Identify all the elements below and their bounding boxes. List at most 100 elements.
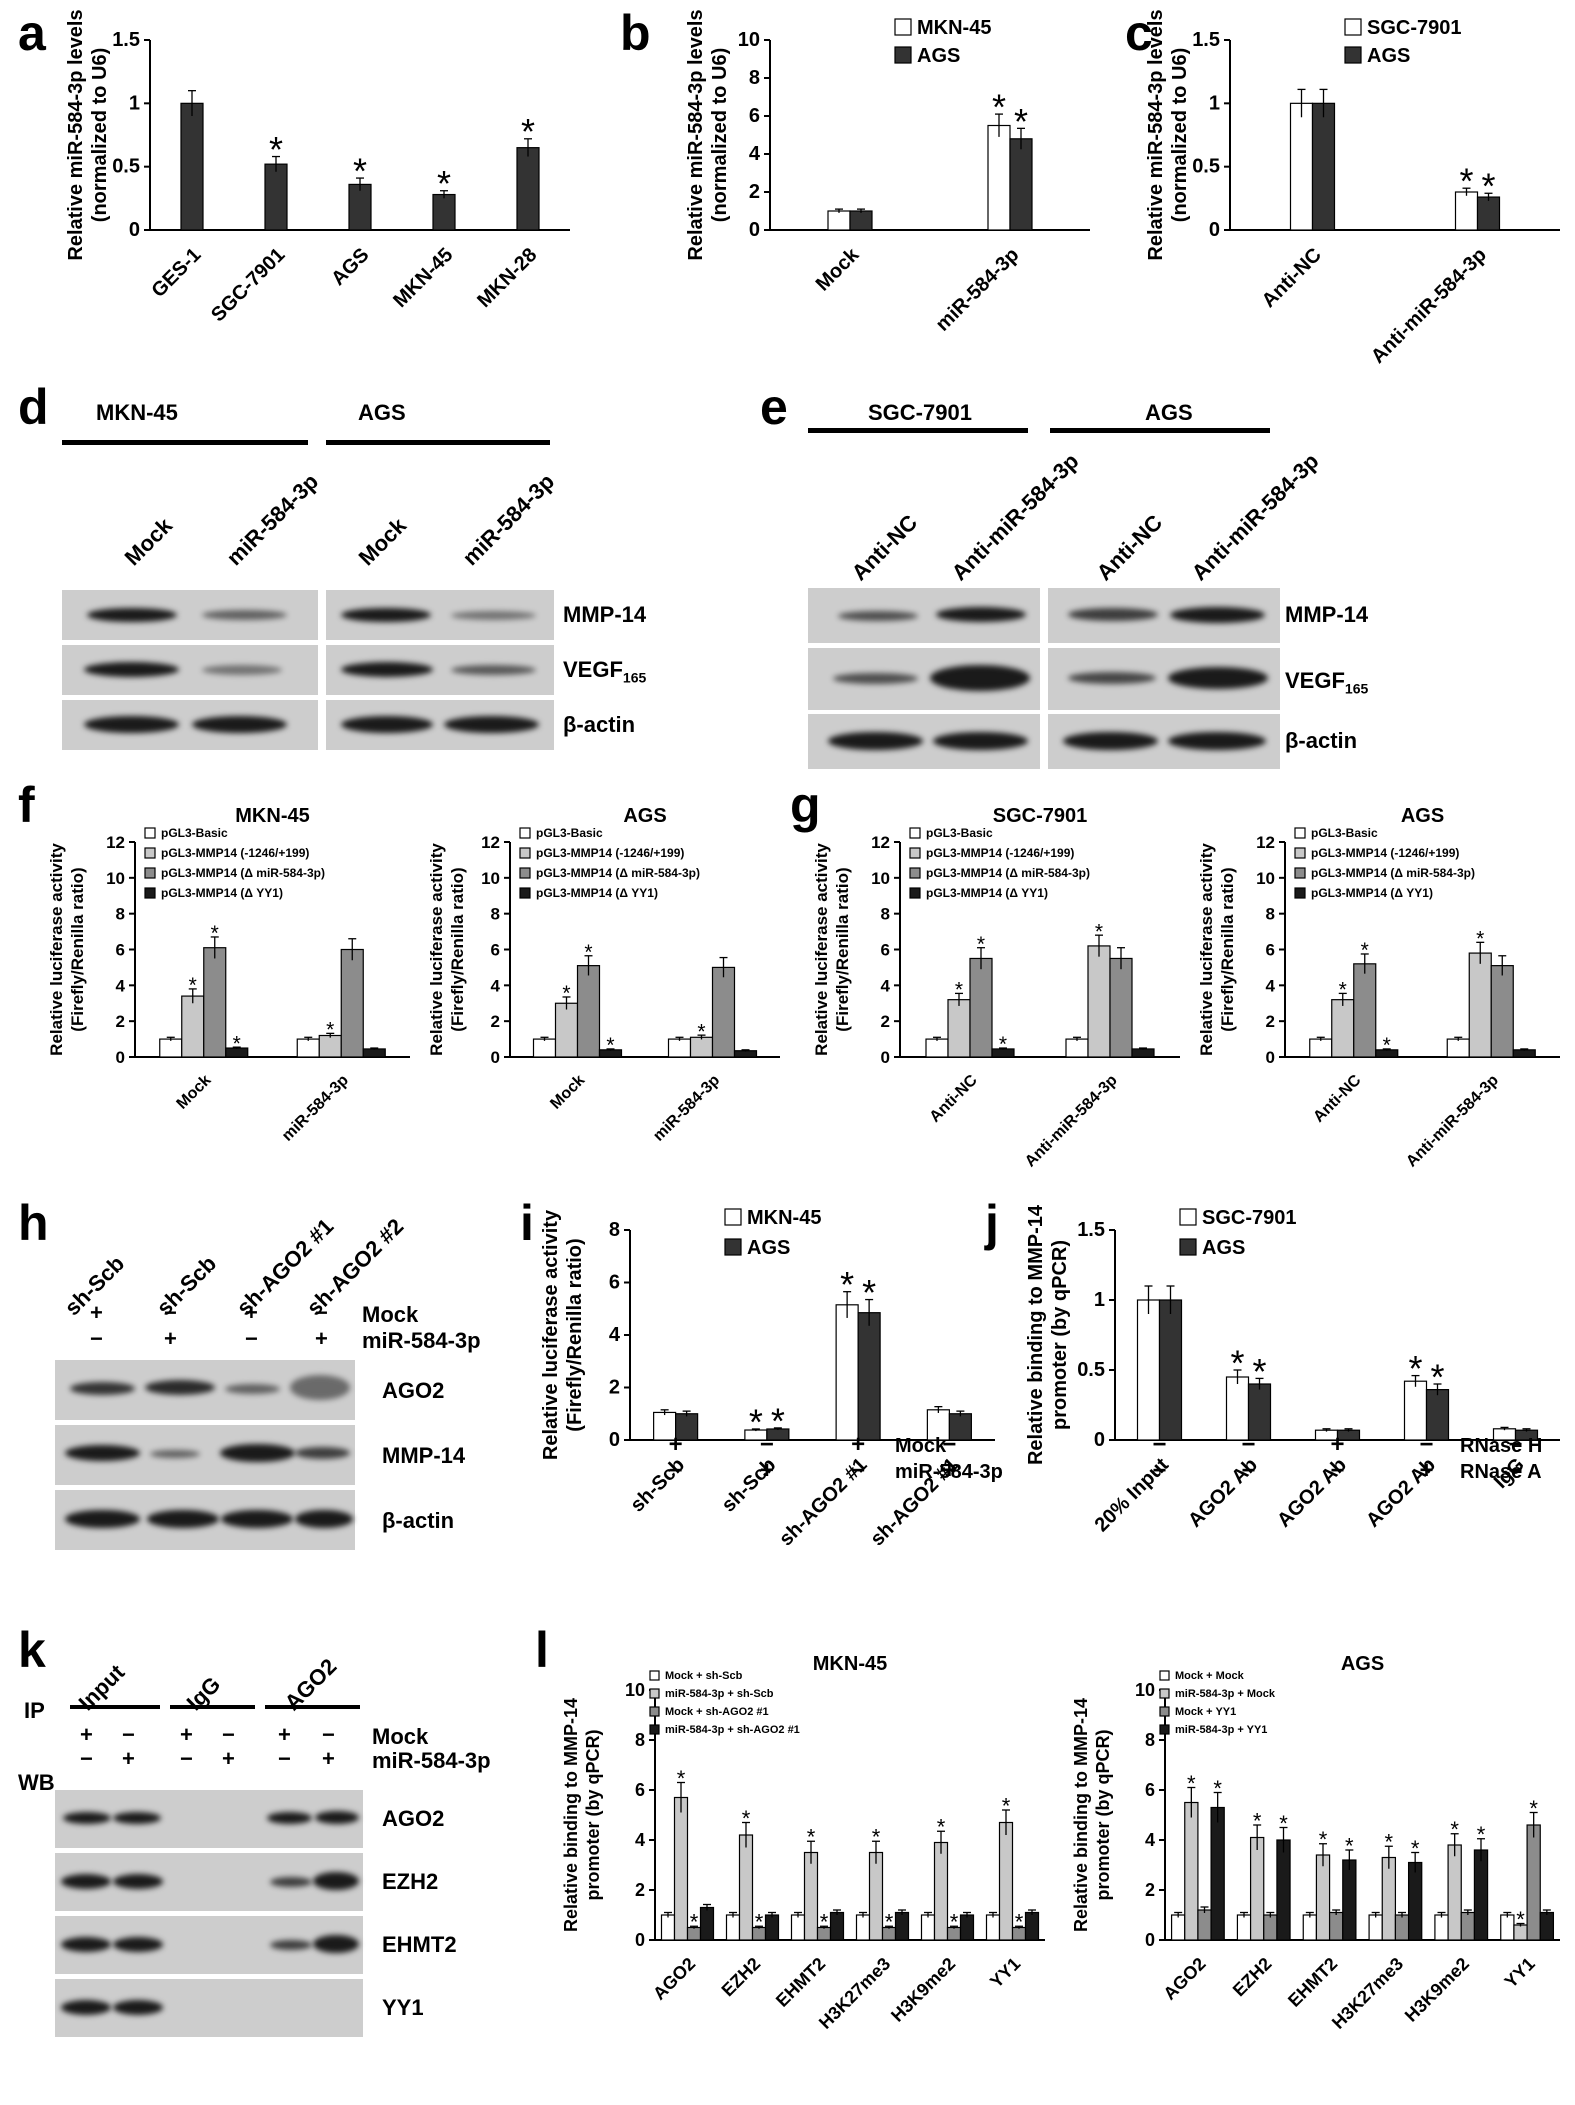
significance-star: * <box>326 1019 334 1042</box>
panel-label-b: b <box>620 5 651 61</box>
y-tick-label: 10 <box>1135 1680 1155 1700</box>
y-axis-label: Relative binding to MMP-14 promoter (by q… <box>1025 1205 1071 1465</box>
y-tick-label: 0 <box>609 1429 620 1451</box>
bar <box>1407 1861 1423 1941</box>
bar <box>1331 999 1355 1058</box>
significance-star: * <box>1253 1808 1262 1833</box>
panel-label-d: d <box>18 379 49 435</box>
mark: − <box>164 1300 177 1325</box>
legend-label: Mock + YY1 <box>1175 1706 1236 1718</box>
y-tick-label: 0 <box>1209 219 1220 241</box>
chart-f2: AGS Relative luciferase activity (Firefly/… <box>427 805 780 1145</box>
chart-f1: MKN-45 Relative luciferase activity (Firef… <box>47 805 410 1145</box>
condition-mark: + <box>851 1431 865 1458</box>
legend-swatch <box>649 1724 660 1735</box>
y-tick-label: 6 <box>116 941 125 960</box>
group-label-ags: AGS <box>1145 400 1193 425</box>
blot-row <box>326 645 554 695</box>
bar <box>362 1048 386 1058</box>
legend-swatch <box>1159 1706 1170 1717</box>
y-tick-label: 1.5 <box>112 29 140 51</box>
y-tick-label: 2 <box>749 181 760 203</box>
legend-label: pGL3-MMP14 (Δ miR-584-3p) <box>161 866 325 880</box>
significance-star: * <box>437 163 451 204</box>
x-tick-label: Anti-NC <box>1310 1071 1364 1125</box>
mark: + <box>90 1300 103 1325</box>
y-axis-label: Relative luciferase activity (Firefly/Ren… <box>540 1209 586 1460</box>
blot-row <box>55 1853 363 1911</box>
significance-star: * <box>211 922 219 945</box>
y-tick-label: 0 <box>116 1048 125 1067</box>
y-tick-label: 12 <box>481 833 500 852</box>
condition-mark: − <box>1241 1431 1255 1458</box>
blot-row <box>62 700 318 750</box>
significance-star: * <box>521 111 535 152</box>
y-axis-label: Relative miR-584-3p levels (normalized to… <box>1145 10 1191 261</box>
chart-title: MKN-45 <box>235 805 309 827</box>
bar <box>711 966 736 1058</box>
legend-swatch <box>894 18 912 36</box>
y-axis-label: Relative luciferase activity (Firefly/Ren… <box>427 843 467 1056</box>
y-axis-label: Relative binding to MMP-14 promoter (by q… <box>561 1698 603 1932</box>
condition-mark: − <box>669 1457 683 1484</box>
legend-swatch <box>724 1238 742 1256</box>
legend-label: pGL3-MMP14 (-1246/+199) <box>536 846 684 860</box>
significance-star: * <box>1279 1811 1288 1836</box>
condition-mark: − <box>942 1431 956 1458</box>
condition-label: miR-584-3p <box>895 1461 1003 1483</box>
condition-mark: − <box>1330 1457 1344 1484</box>
row-label-actin: β-actin <box>1285 728 1358 753</box>
legend-swatch <box>1294 887 1306 899</box>
x-tick-label: miR-584-3p <box>932 244 1024 336</box>
group-line <box>170 1705 255 1709</box>
y-tick-label: 8 <box>635 1730 645 1750</box>
group-line-mkn45 <box>62 440 308 445</box>
bar <box>1490 965 1514 1058</box>
legend-swatch <box>1294 867 1306 879</box>
bar <box>969 957 993 1058</box>
mark: + <box>122 1746 135 1771</box>
lane-label: Anti-miR-584-3p <box>1186 448 1324 586</box>
panel-label-g: g <box>790 777 821 833</box>
condition-mark: + <box>1330 1431 1344 1458</box>
bar <box>1315 1854 1331 1941</box>
row-label-actin: β-actin <box>382 1508 455 1533</box>
y-tick-label: 0.5 <box>1077 1359 1105 1381</box>
bar <box>868 1851 884 1941</box>
mark: + <box>180 1722 193 1747</box>
bar <box>1468 952 1492 1058</box>
bar <box>1263 1914 1278 1941</box>
significance-star: * <box>1529 1796 1538 1821</box>
legend-label: AGS <box>917 45 960 67</box>
bar <box>1460 1911 1476 1941</box>
group-line <box>265 1705 360 1709</box>
y-axis-label: Relative binding to MMP-14 promoter (by q… <box>1071 1698 1113 1932</box>
legend-label: pGL3-MMP14 (-1246/+199) <box>161 846 309 860</box>
legend-swatch <box>649 1706 660 1717</box>
row-label-mock: Mock <box>372 1724 429 1749</box>
legend-swatch <box>519 867 531 879</box>
blot-row <box>62 590 318 640</box>
bar <box>1210 1806 1225 1941</box>
significance-star: * <box>1319 1827 1328 1852</box>
y-tick-label: 4 <box>1266 976 1276 995</box>
significance-star: * <box>872 1825 881 1850</box>
x-tick-label: H3K9me2 <box>1401 1954 1473 2026</box>
legend-label: miR-584-3p + Mock <box>1175 1688 1276 1700</box>
bar <box>925 1038 949 1058</box>
significance-star: * <box>1459 161 1473 202</box>
legend-label: pGL3-MMP14 (Δ miR-584-3p) <box>1311 866 1475 880</box>
bar <box>296 1038 320 1058</box>
legend-swatch <box>909 827 921 839</box>
bar <box>699 1906 715 1941</box>
significance-star: * <box>749 1401 763 1442</box>
bar <box>1447 1844 1462 1941</box>
significance-star: * <box>562 982 570 1005</box>
y-tick-label: 12 <box>871 833 890 852</box>
legend-swatch <box>724 1208 742 1226</box>
significance-star: * <box>690 1910 699 1935</box>
condition-mark: − <box>851 1457 865 1484</box>
mark: + <box>278 1722 291 1747</box>
condition-mark: − <box>1241 1457 1255 1484</box>
x-tick-label: EHMT2 <box>1284 1954 1341 2011</box>
